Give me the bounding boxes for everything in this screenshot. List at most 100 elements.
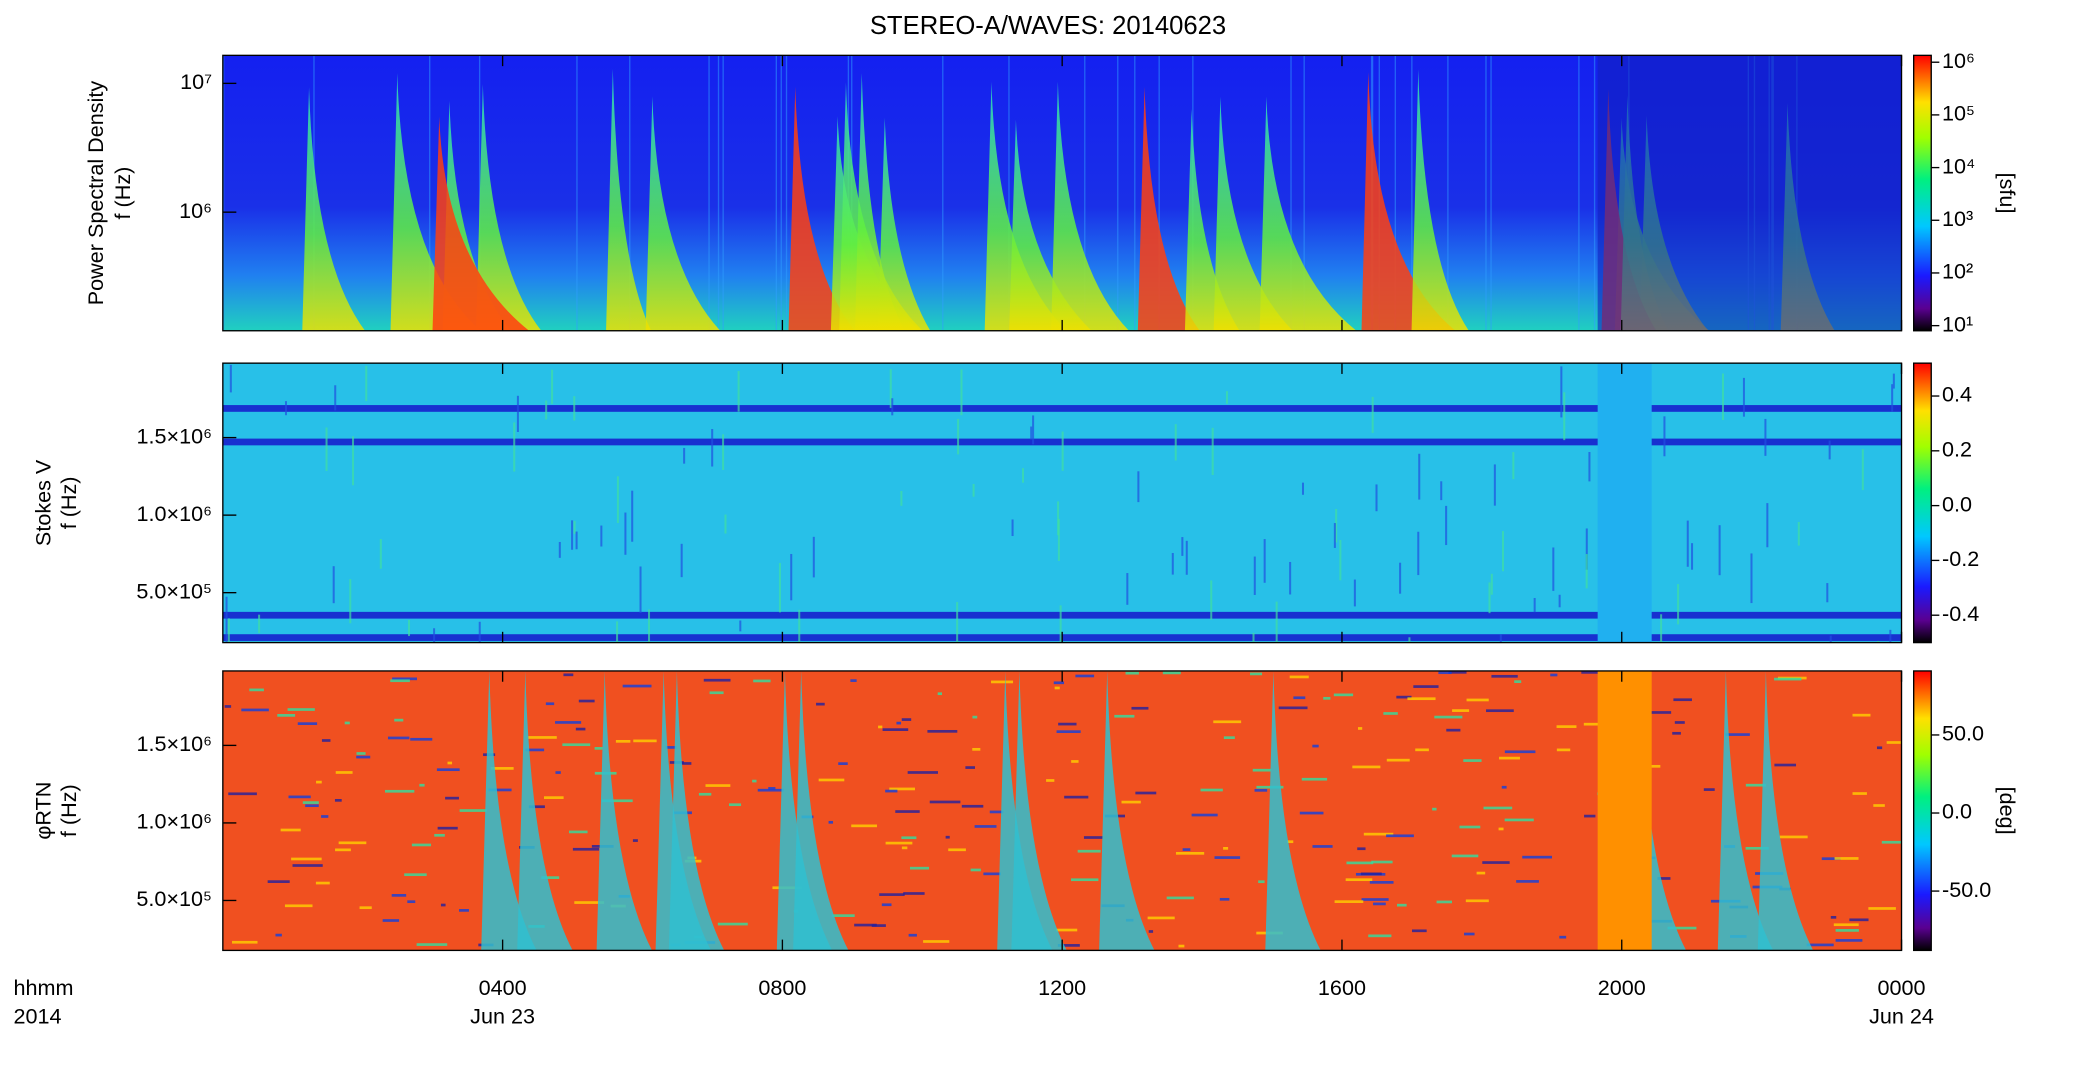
y-tick-label: 1.0×10⁶ [136, 501, 212, 526]
texture [1448, 670, 1467, 674]
texture [1482, 861, 1510, 864]
texture [558, 541, 561, 558]
texture [639, 566, 642, 614]
burst [1184, 108, 1240, 331]
texture [722, 434, 725, 470]
texture [574, 901, 605, 904]
burst [1717, 670, 1774, 951]
texture [1057, 501, 1060, 536]
burst [1051, 81, 1129, 331]
texture [1641, 639, 1644, 643]
texture [332, 566, 335, 604]
texture [878, 725, 883, 729]
texture [1459, 825, 1481, 829]
texture [1383, 712, 1398, 715]
texture [965, 766, 976, 769]
burst [830, 116, 920, 331]
x-axis-label: 2014 [14, 1004, 62, 1029]
texture [1250, 672, 1263, 676]
colorbar-tick-label: 10⁵ [1942, 101, 1975, 126]
texture [227, 618, 230, 643]
colorbar [1913, 54, 1932, 332]
texture [525, 748, 545, 752]
texture [1418, 453, 1421, 500]
texture [1137, 471, 1140, 503]
texture [1174, 424, 1177, 461]
texture [1301, 777, 1328, 781]
colorbar-tick-label: 50.0 [1942, 721, 1984, 746]
texture [1451, 854, 1479, 858]
texture [974, 825, 997, 828]
texture [717, 55, 720, 331]
texture [850, 679, 857, 682]
texture [1476, 871, 1486, 875]
texture [1126, 573, 1129, 605]
texture [1835, 929, 1859, 932]
burst [878, 117, 931, 331]
texture [1718, 525, 1721, 576]
texture [488, 788, 512, 792]
x-tick-label: 0400 [479, 975, 527, 1000]
texture [1214, 856, 1241, 859]
texture [224, 705, 232, 708]
texture [1399, 562, 1402, 594]
texture [1375, 484, 1378, 512]
texture [1821, 857, 1841, 861]
texture [1055, 928, 1078, 932]
texture [1488, 582, 1491, 614]
texture [948, 848, 966, 852]
texture [1333, 693, 1354, 697]
texture [1223, 846, 1229, 850]
colorbar-label: [deg] [1995, 787, 2020, 835]
texture [1253, 556, 1256, 595]
texture [1121, 800, 1141, 804]
texture [1889, 629, 1892, 643]
colorbar-tick-label: 0.4 [1942, 382, 1972, 407]
texture [1125, 671, 1139, 675]
texture [901, 846, 908, 850]
texture [1287, 840, 1294, 844]
texture [908, 933, 917, 937]
texture [1394, 55, 1396, 331]
texture [1252, 632, 1255, 643]
texture [1490, 573, 1493, 595]
texture [1779, 835, 1808, 839]
texture [447, 761, 453, 765]
texture [1368, 934, 1392, 938]
texture [885, 841, 913, 845]
texture [335, 848, 351, 852]
texture [1493, 464, 1496, 506]
texture [1672, 731, 1681, 735]
texture [445, 796, 459, 800]
texture [387, 736, 410, 740]
texture [344, 721, 350, 725]
texture [459, 809, 487, 812]
burst [481, 670, 537, 951]
colorbar [1913, 362, 1932, 644]
texture [1452, 709, 1470, 712]
burst [645, 96, 721, 331]
texture [983, 872, 1001, 876]
texture [352, 436, 355, 486]
texture [1501, 785, 1507, 789]
texture [780, 55, 782, 331]
texture [1774, 763, 1797, 767]
texture [1833, 923, 1859, 927]
texture [1181, 537, 1184, 556]
texture [334, 385, 337, 411]
texture [1386, 834, 1414, 838]
texture [739, 620, 742, 632]
texture [1182, 848, 1191, 851]
texture [1178, 944, 1185, 948]
texture [1191, 813, 1218, 817]
texture [1657, 877, 1671, 880]
texture [437, 826, 458, 830]
texture [1333, 523, 1336, 548]
texture [616, 476, 619, 524]
texture [1559, 935, 1567, 939]
colorbar-tick-label: 10² [1942, 259, 1973, 284]
texture [600, 525, 603, 547]
texture [1584, 814, 1596, 818]
texture [1691, 543, 1694, 570]
texture [871, 924, 886, 927]
